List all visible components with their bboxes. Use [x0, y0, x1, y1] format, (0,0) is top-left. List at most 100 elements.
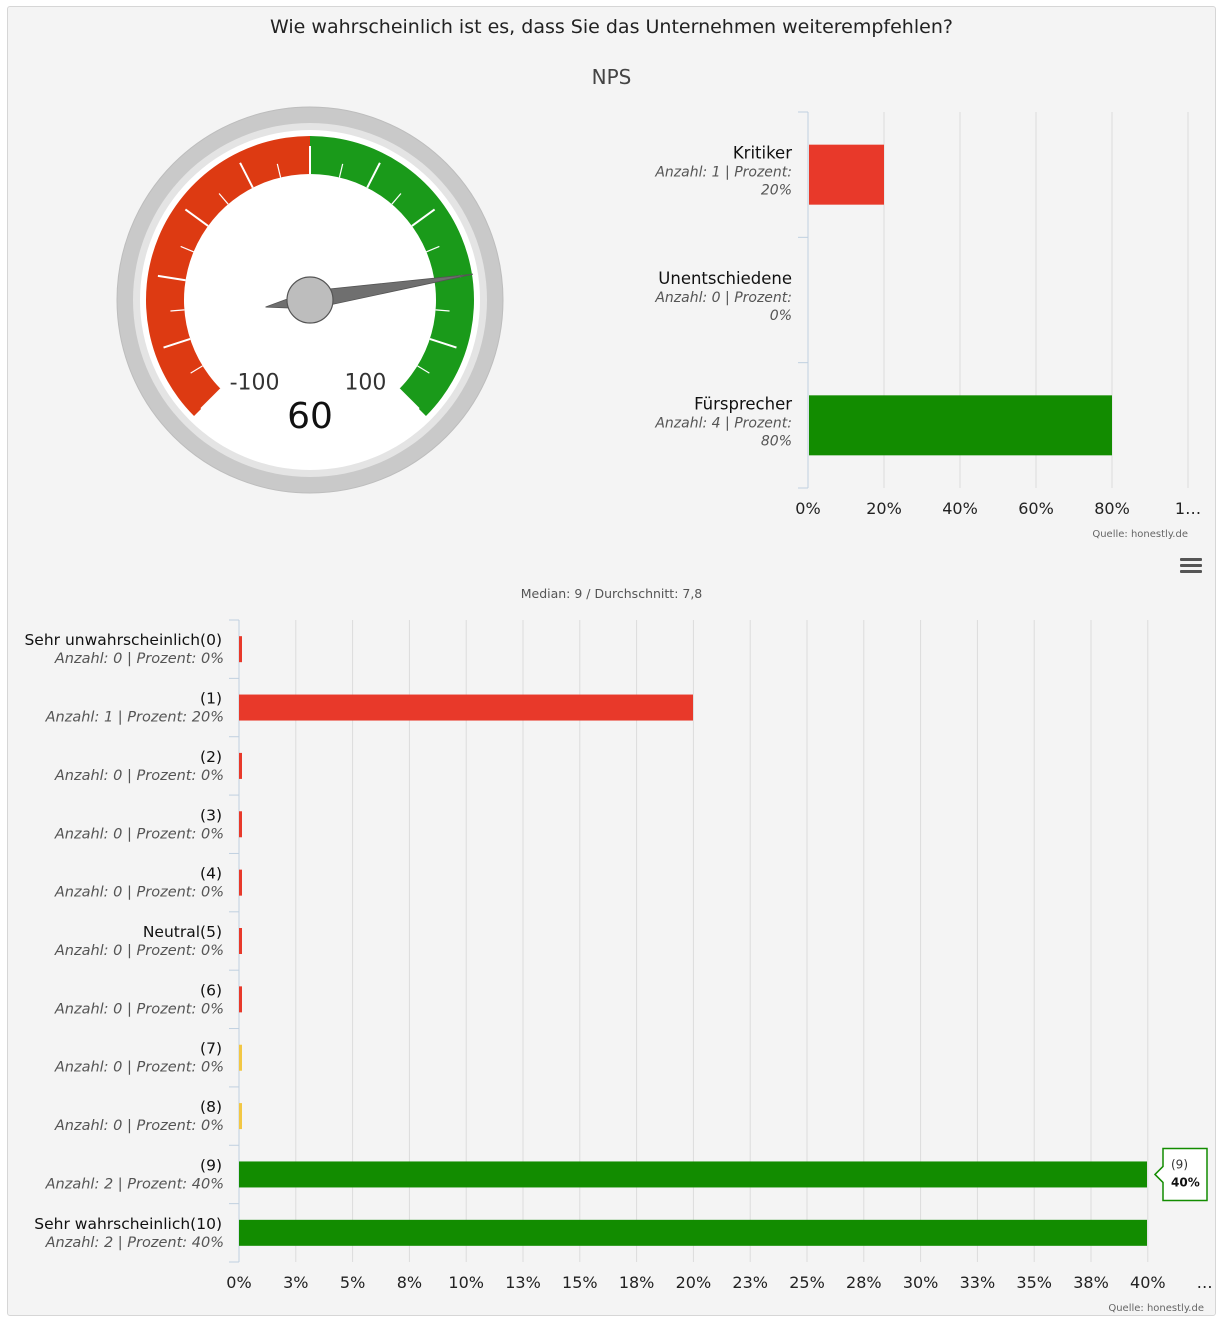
x-tick-label: 15%: [562, 1273, 598, 1292]
nps-group-bar-chart: 0% 20% 40% 60% 80% 1… Kritiker Anzahl: 1 | Proz…: [628, 100, 1208, 545]
category-sublabel: Anzahl: 0 | Prozent: 0%: [54, 1118, 224, 1134]
x-tick-label: 60%: [1018, 499, 1054, 518]
category-label: Neutral(5): [143, 923, 222, 941]
bar-10: [239, 1219, 1147, 1246]
category-label: (7): [200, 1040, 222, 1058]
category-sublabel: Anzahl: 2 | Prozent: 40%: [45, 1176, 224, 1192]
category-sublabel: Anzahl: 0 | Prozent: 0%: [54, 651, 224, 667]
x-tick-label: 0%: [226, 1273, 251, 1292]
x-tick-label: 25%: [789, 1273, 825, 1292]
category-label: (4): [200, 865, 222, 883]
category-sublabel: Anzahl: 0 | Prozent: 0%: [54, 885, 224, 901]
x-tick-label: 13%: [505, 1273, 541, 1292]
x-tick-label: 20%: [866, 499, 902, 518]
category-label: (1): [200, 690, 222, 708]
bar-tooltip: (9)40%: [1153, 1147, 1208, 1202]
x-tick-label: 0%: [795, 499, 820, 518]
bar-3: [239, 811, 242, 838]
category-sublabel: Anzahl: 0 | Prozent: 0%: [54, 943, 224, 959]
category-sublabel: Anzahl: 0 | Prozent: 0%: [54, 768, 224, 784]
tooltip-category: (9): [1171, 1157, 1188, 1171]
stats-subtitle: Median: 9 / Durchschnitt: 7,8: [520, 586, 703, 601]
category-label: (6): [200, 981, 222, 999]
gauge-tick: [200, 388, 222, 410]
gauge-tick: [163, 337, 191, 349]
x-tick-label: 35%: [1016, 1273, 1052, 1292]
gauge-tick: [180, 245, 194, 253]
bar-7: [239, 1044, 242, 1071]
category-sublabel: Anzahl: 1 | Prozent: 20%: [45, 710, 224, 726]
category-sublabel: Anzahl: 0 | Prozent: 0%: [54, 826, 224, 842]
tooltip-value: 40%: [1171, 1175, 1200, 1189]
plot-background: [628, 100, 1208, 545]
x-tick-label: 40%: [942, 499, 978, 518]
category-sublabel: Anzahl: 4 | Prozent:: [654, 415, 792, 431]
bar-0: [809, 144, 884, 205]
bar-6: [239, 986, 242, 1013]
category-sublabel: Anzahl: 0 | Prozent:: [654, 290, 792, 306]
x-tick-label: 33%: [960, 1273, 996, 1292]
category-label: Sehr wahrscheinlich(10): [34, 1215, 222, 1233]
x-tick-label: 30%: [903, 1273, 939, 1292]
category-sublabel: Anzahl: 0 | Prozent: 0%: [54, 1060, 224, 1076]
bar-5: [239, 928, 242, 954]
gauge-tick: [366, 162, 381, 189]
gauge-tick: [157, 274, 186, 282]
category-label: (2): [200, 748, 222, 766]
category-label: Sehr unwahrscheinlich(0): [24, 631, 222, 649]
gauge-tick: [426, 245, 440, 253]
category-sublabel: Anzahl: 2 | Prozent: 40%: [45, 1235, 224, 1251]
x-tick-label: 28%: [846, 1273, 882, 1292]
x-tick-label: 10%: [448, 1273, 484, 1292]
gauge-tick: [239, 162, 254, 189]
gauge-title: NPS: [591, 65, 632, 89]
menu-line: [1180, 558, 1202, 561]
category-label: Kritiker: [733, 144, 792, 163]
x-tick-label: 5%: [340, 1273, 365, 1292]
x-tick-label: 23%: [732, 1273, 768, 1292]
x-tick-label: 38%: [1073, 1273, 1109, 1292]
x-tick-label: 8%: [397, 1273, 422, 1292]
x-tick-label: 20%: [676, 1273, 712, 1292]
menu-line: [1180, 570, 1202, 573]
gauge-pivot: [286, 276, 334, 324]
gauge-tick: [411, 208, 436, 227]
category-sublabel: Anzahl: 1 | Prozent:: [654, 165, 792, 181]
bar-0: [239, 636, 242, 663]
gauge-tick: [398, 388, 420, 410]
x-tick-label: …: [1197, 1273, 1213, 1292]
bar-1: [239, 694, 693, 721]
category-label: (9): [200, 1156, 222, 1174]
x-tick-label: 40%: [1130, 1273, 1166, 1292]
bar-2: [809, 395, 1112, 456]
gauge-band-1: [310, 136, 474, 416]
gauge-tick: [218, 193, 229, 205]
category-sublabel: 20%: [761, 183, 792, 199]
category-label: Fürsprecher: [694, 394, 792, 413]
gauge-tick: [170, 309, 185, 312]
nps-gauge: -100 100 60: [116, 106, 504, 494]
tooltip-box: [1153, 1147, 1208, 1202]
chart-menu-icon[interactable]: [1180, 555, 1202, 577]
gauge-band-0: [146, 136, 310, 416]
gauge-tick: [276, 163, 282, 178]
source-credit: Quelle: honestly.de: [1108, 1303, 1204, 1314]
x-tick-label: 1…: [1175, 499, 1201, 518]
gauge-tick: [190, 365, 203, 374]
gauge-tick: [435, 309, 450, 312]
x-tick-label: 18%: [619, 1273, 655, 1292]
x-tick-label: 80%: [1094, 499, 1130, 518]
score-distribution-bar-chart: 0% 3% 5% 8% 10% 13% 15% 18% 20% 23% 25% 28% 30% 33% 35…: [24, 619, 1213, 1314]
bar-8: [239, 1103, 242, 1130]
gauge-min-label: -100: [230, 370, 280, 395]
source-credit: Quelle: honestly.de: [1092, 529, 1188, 540]
category-sublabel: Anzahl: 0 | Prozent: 0%: [54, 1001, 224, 1017]
category-label: (3): [200, 806, 222, 824]
gauge-tick: [417, 365, 430, 374]
gauge-tick: [429, 337, 457, 349]
menu-line: [1180, 564, 1202, 567]
bar-4: [239, 869, 242, 896]
category-label: (8): [200, 1098, 222, 1116]
question-title: Wie wahrscheinlich ist es, dass Sie das …: [270, 16, 953, 38]
gauge-tick: [391, 193, 402, 205]
